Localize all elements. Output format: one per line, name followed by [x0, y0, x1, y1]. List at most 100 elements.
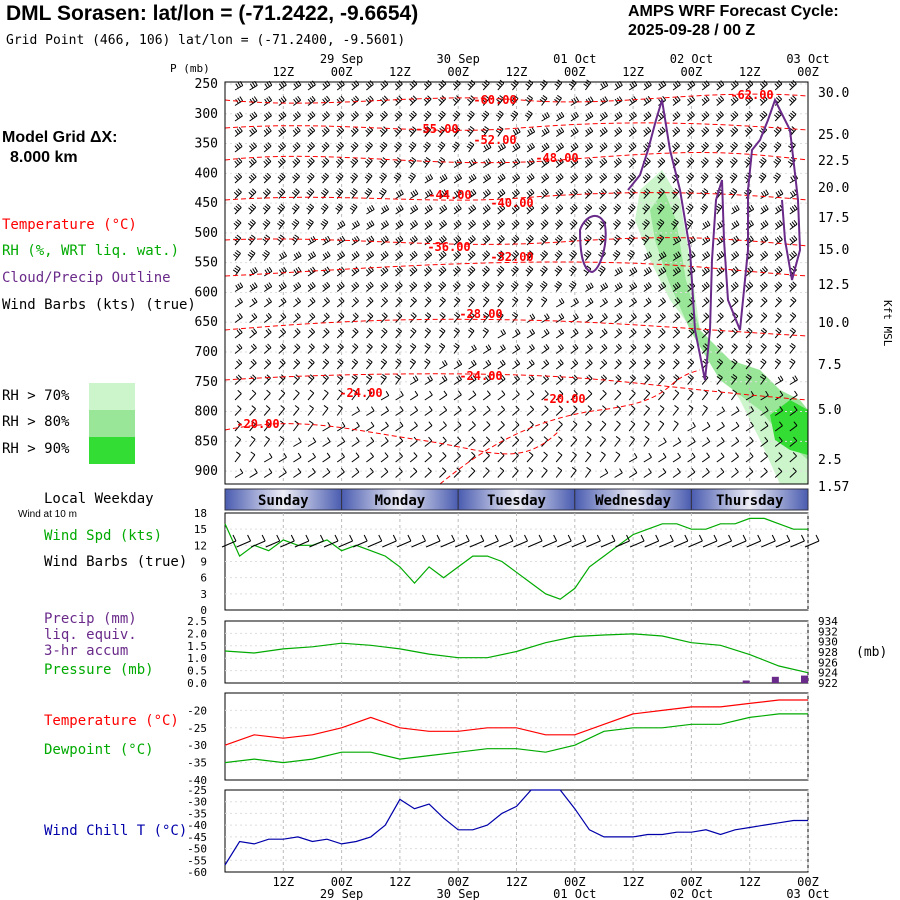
wind-barb: [291, 188, 300, 199]
wind-barb-shaft: [322, 239, 331, 246]
wind-barb: [336, 111, 345, 122]
wind-barb-flag: [237, 299, 241, 304]
wind-barb-shaft: [453, 345, 460, 354]
wind-barb-flag: [253, 312, 258, 318]
wind-barb: [380, 406, 390, 416]
wind-barb-shaft: [307, 441, 316, 447]
wind-barb-shaft: [439, 300, 446, 308]
wind-barb-shaft: [439, 254, 447, 261]
wind-barb-flag: [408, 145, 414, 150]
wind-barb: [249, 389, 257, 401]
wind-barb-flag: [324, 172, 329, 177]
wind-barb-shaft: [351, 425, 360, 432]
wind-barb-flag: [280, 203, 286, 208]
wind-barb-flag: [468, 97, 474, 102]
wind-barb-flag: [414, 375, 419, 381]
wind-barb: [307, 389, 315, 401]
wind-barb-flag: [410, 207, 414, 213]
wind-barb-flag: [248, 222, 253, 227]
wind-barb-shaft: [395, 361, 402, 370]
wind-barb-flag: [249, 129, 254, 135]
wind-barb-shaft: [468, 269, 476, 277]
wind-barb-shaft: [395, 285, 403, 292]
wind-barb-shaft: [424, 98, 432, 106]
wind-barb-flag: [440, 81, 445, 86]
wind-barb-shaft: [468, 348, 477, 354]
wind-barb-shaft: [263, 393, 271, 401]
wind-barb-flag: [427, 175, 431, 181]
wind-barb-flag: [484, 205, 489, 211]
wind-barb-shaft: [278, 347, 286, 354]
wind-barb: [322, 80, 331, 91]
temperature-tick-label: -30: [187, 739, 207, 752]
wind-barb-shaft: [366, 270, 374, 277]
wind-barb-flag: [437, 114, 443, 119]
wind-barb: [482, 142, 492, 153]
wind-barb-shaft: [263, 423, 271, 432]
wind-barb: [292, 157, 301, 168]
wind-barb-shaft: [424, 83, 432, 91]
wind-barb-flag: [309, 112, 314, 118]
rh80-swatch: [89, 410, 135, 437]
wind-barb-flag: [439, 329, 444, 334]
wind-barb-shaft: [439, 177, 448, 184]
wind-barb-shaft: [380, 410, 389, 416]
wind-barb-flag: [265, 436, 270, 440]
wind-barb: [336, 235, 346, 246]
wind-barb-flag: [280, 298, 285, 304]
wind-barb-flag: [311, 297, 316, 302]
temperature-contour-label: -55.00: [415, 122, 458, 136]
wind-barb-shaft: [424, 346, 431, 354]
wind-barb-shaft: [380, 315, 388, 323]
wind-barb-shaft: [351, 145, 359, 153]
wind-barb: [395, 467, 403, 478]
wind-barb-flag: [281, 157, 286, 162]
wind-barb-flag: [309, 389, 315, 394]
wind-barb-flag: [409, 253, 414, 259]
wind-barb-shaft: [468, 223, 476, 230]
wind-barb-flag: [236, 420, 242, 425]
wind-barb-flag: [262, 207, 268, 212]
wind-barb: [395, 421, 404, 432]
wind-barb-shaft: [234, 146, 243, 153]
wind-barb: [248, 188, 257, 199]
wind-barb-shaft: [234, 301, 243, 308]
wind-barb-shaft: [263, 457, 273, 463]
wind-barb-shaft: [380, 456, 389, 463]
wind-barb-shaft: [395, 394, 404, 401]
wind-barb-flag: [455, 221, 460, 226]
wind-barb-flag: [354, 312, 359, 317]
wind-barb-flag: [427, 452, 432, 457]
height-tick-label: 10.0: [818, 316, 849, 331]
wind-barb-flag: [442, 421, 447, 426]
wind-barb-flag: [399, 436, 404, 442]
wind-barb-flag: [254, 282, 258, 288]
wind-barb-flag: [442, 452, 447, 457]
wind-barb-flag: [337, 345, 343, 350]
wind-barb: [453, 204, 462, 215]
wind-barb: [395, 373, 402, 385]
wind-barb: [249, 142, 257, 153]
wind-barb-flag: [368, 327, 373, 332]
wind-barb-flag: [468, 314, 473, 318]
wind-barb: [453, 359, 463, 370]
wind-barb-shaft: [409, 410, 418, 416]
wind-barb-flag: [308, 190, 313, 194]
wind-barb-shaft: [278, 206, 286, 215]
wind-barb-flag: [486, 204, 491, 209]
wind-barb: [468, 158, 477, 168]
wind-barb-shaft: [468, 162, 477, 168]
wind-barb-flag: [312, 437, 317, 443]
wind-barb-flag: [469, 141, 475, 146]
wind-barb: [262, 249, 270, 261]
wind-barb-flag: [367, 128, 372, 133]
wind-barb: [335, 188, 344, 199]
temperature-contour-label: -44.00: [428, 188, 471, 202]
wind-barb-flag: [265, 159, 270, 164]
rh70-swatch: [89, 383, 135, 410]
wind-barb-flag: [265, 360, 270, 365]
wind-barb: [351, 95, 360, 106]
wind-barb-flag: [252, 374, 257, 379]
rh70-label: RH > 70%: [2, 388, 70, 404]
wind-barb: [438, 265, 447, 277]
